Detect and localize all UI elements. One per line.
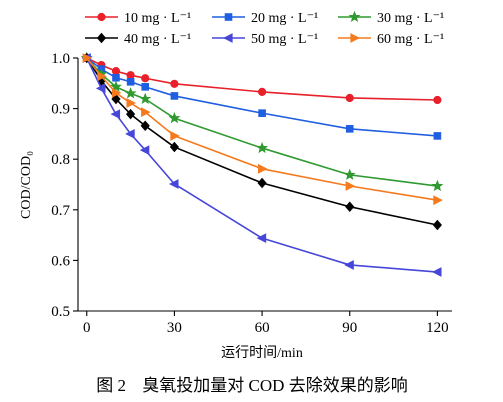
series-50-point	[256, 233, 267, 244]
series-20-point	[433, 132, 442, 140]
series-30-point	[124, 87, 137, 99]
series-30-point	[431, 179, 444, 192]
series-20-point	[126, 77, 135, 86]
series-40-point	[125, 108, 136, 120]
y-tick-label: 0.5	[51, 304, 70, 320]
legend-item-40: 40 mg · L⁻¹	[85, 32, 191, 47]
x-axis-title: 运行时间/min	[221, 345, 303, 361]
legend-label: 40 mg · L⁻¹	[124, 32, 191, 47]
legend-item-10: 10 mg · L⁻¹	[85, 11, 191, 26]
axes: 0 30 60 90 120 0.5 0.6 0.7 0.8 0.9 1.0	[51, 51, 452, 336]
series-40-point	[169, 141, 180, 153]
series-50-point	[168, 179, 179, 189]
series-30-point	[343, 168, 356, 180]
series-60-point	[141, 107, 151, 118]
legend-label: 30 mg · L⁻¹	[377, 11, 444, 26]
series-40-point	[140, 120, 150, 132]
series-layer	[80, 51, 444, 277]
legend-item-60: 60 mg · L⁻¹	[338, 32, 444, 47]
legend: 10 mg · L⁻¹ 20 mg · L⁻¹ 30 mg · L⁻¹ 40 mg ·…	[85, 10, 444, 47]
legend-label: 60 mg · L⁻¹	[377, 32, 444, 47]
legend-swatch-marker	[348, 10, 361, 23]
series-40-point	[257, 177, 267, 189]
legend-item-50: 50 mg · L⁻¹	[212, 32, 318, 47]
legend-swatch-marker	[97, 12, 106, 22]
x-tick-label: 30	[167, 320, 182, 336]
series-60-point	[433, 195, 443, 206]
series-60-point	[345, 181, 356, 191]
x-tick-label: 90	[342, 320, 357, 336]
series-60	[82, 53, 443, 206]
series-40-point	[345, 201, 355, 213]
x-tick-label: 120	[426, 320, 449, 336]
y-tick-label: 0.6	[51, 253, 70, 269]
series-30-point	[110, 80, 122, 92]
legend-label: 50 mg · L⁻¹	[251, 32, 318, 47]
y-tick-label: 0.9	[51, 102, 70, 118]
figure-caption: 图 2 臭氧投加量对 COD 去除效果的影响	[96, 376, 407, 395]
series-10-point	[433, 95, 442, 105]
legend-label: 20 mg · L⁻¹	[251, 11, 318, 26]
series-60-point	[97, 71, 107, 82]
x-tick-label: 60	[255, 320, 270, 336]
legend-label: 10 mg · L⁻¹	[124, 11, 191, 26]
y-tick-label: 1.0	[51, 51, 70, 67]
series-20-point	[112, 73, 120, 82]
series-10-point	[141, 74, 150, 83]
series-50-point	[431, 267, 442, 277]
y-axis-title: COD/COD₀	[19, 151, 34, 219]
series-30-point	[168, 111, 181, 124]
y-tick-label: 0.7	[51, 203, 70, 219]
series-60-point	[111, 88, 122, 98]
series-30-point	[256, 141, 269, 154]
series-60-point	[257, 163, 268, 174]
series-60-point	[170, 131, 180, 141]
series-20-point	[170, 92, 179, 100]
legend-swatch-marker	[223, 33, 233, 43]
series-60-point	[126, 98, 137, 108]
series-10-point	[257, 87, 267, 97]
series-20-point	[345, 125, 354, 133]
legend-item-20: 20 mg · L⁻¹	[212, 11, 318, 26]
series-50-point	[95, 83, 106, 94]
legend-swatch-marker	[96, 32, 107, 44]
series-40-point	[432, 219, 442, 231]
series-20-point	[258, 109, 266, 117]
series-10-point	[111, 67, 121, 76]
figure-caption-text: 臭氧投加量对 COD 去除效果的影响	[142, 376, 407, 395]
series-50-point	[344, 260, 354, 270]
legend-swatch-marker	[350, 33, 360, 43]
y-tick-label: 0.8	[51, 152, 70, 168]
series-50-point	[139, 145, 150, 155]
series-10-point	[126, 71, 135, 80]
series-60-point	[82, 53, 93, 63]
series-50-point	[110, 109, 121, 120]
series-20-point	[141, 83, 150, 91]
legend-item-30: 30 mg · L⁻¹	[338, 10, 444, 26]
legend-swatch-marker	[224, 13, 233, 21]
series-30-point	[139, 92, 152, 105]
series-10-point	[170, 79, 179, 88]
series-50-point	[125, 129, 135, 139]
series-10-point	[345, 93, 354, 103]
x-tick-label: 0	[83, 320, 91, 336]
figure-number: 图 2	[96, 376, 126, 395]
